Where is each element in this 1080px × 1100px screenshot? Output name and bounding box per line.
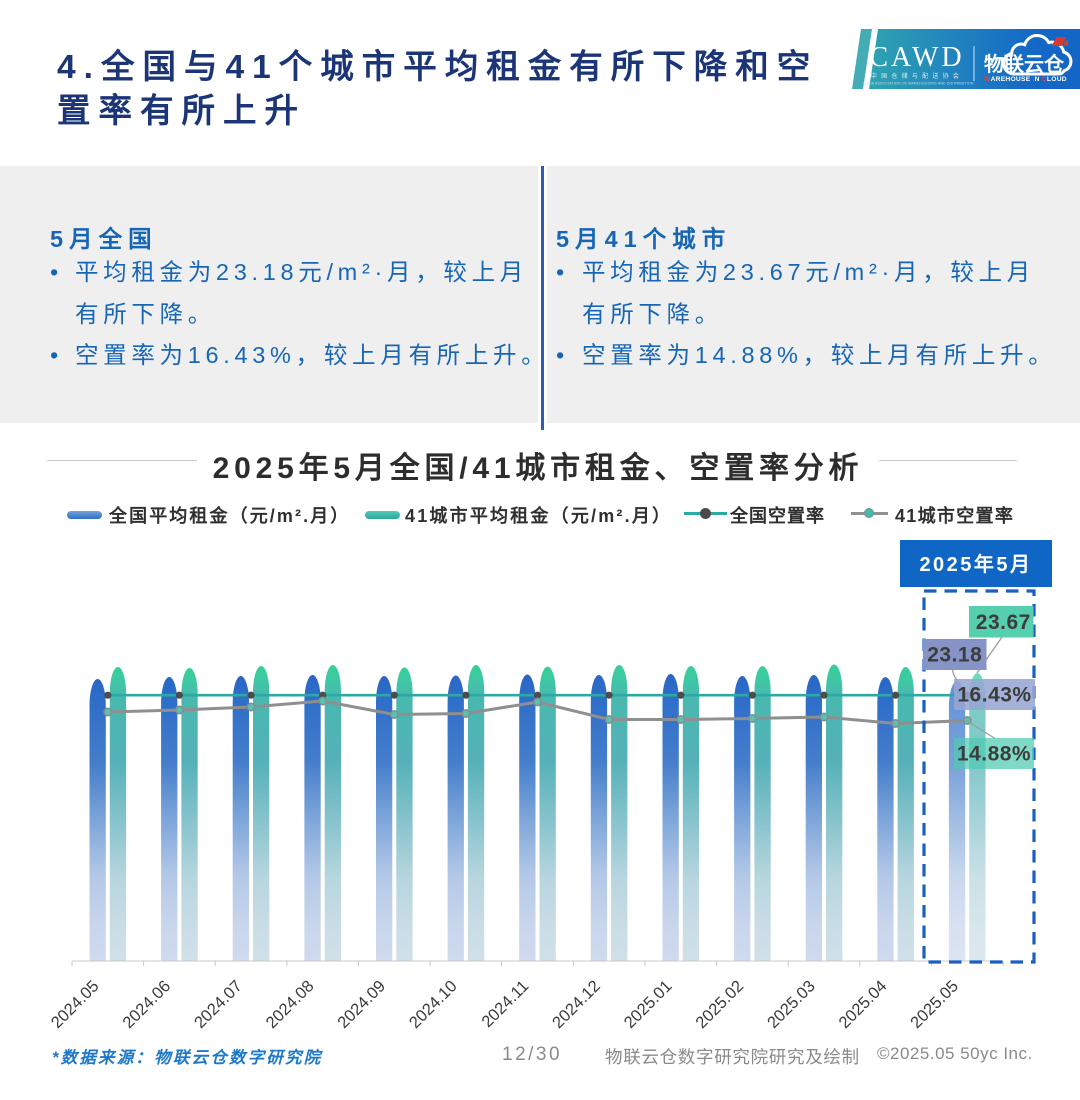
svg-text:23.18: 23.18 xyxy=(927,644,982,667)
svg-text:16.43%: 16.43% xyxy=(957,684,1031,707)
svg-text:2024.09: 2024.09 xyxy=(334,977,389,1032)
svg-text:2024.08: 2024.08 xyxy=(263,977,318,1032)
svg-text:23.67: 23.67 xyxy=(976,611,1031,634)
svg-text:2024.11: 2024.11 xyxy=(478,977,532,1031)
svg-text:CAWD: CAWD xyxy=(869,42,964,73)
svg-text:中国仓储与配送协会: 中国仓储与配送协会 xyxy=(871,72,963,80)
svg-text:2025.01: 2025.01 xyxy=(621,977,676,1032)
svg-text:2025.02: 2025.02 xyxy=(692,977,747,1032)
svg-text:CHINA ASSOCIATION OF WAREHOUSI: CHINA ASSOCIATION OF WAREHOUSING AND DIS… xyxy=(862,82,973,86)
svg-text:2024.06: 2024.06 xyxy=(119,977,174,1032)
svg-text:14.88%: 14.88% xyxy=(957,743,1031,766)
svg-text:2024.05: 2024.05 xyxy=(48,977,103,1032)
svg-text:2024.07: 2024.07 xyxy=(191,977,246,1032)
svg-text:2025.04: 2025.04 xyxy=(836,977,891,1032)
svg-text:2025.03: 2025.03 xyxy=(764,977,819,1032)
svg-text:2024.10: 2024.10 xyxy=(406,977,461,1032)
svg-text:WAREHOUSE IN CLOUD: WAREHOUSE IN CLOUD xyxy=(984,76,1067,83)
svg-text:2025.05: 2025.05 xyxy=(907,977,962,1032)
svg-text:2025年5月: 2025年5月 xyxy=(919,552,1032,576)
svg-text:2024.12: 2024.12 xyxy=(549,977,604,1032)
svg-text:物联云仓: 物联云仓 xyxy=(984,52,1065,76)
